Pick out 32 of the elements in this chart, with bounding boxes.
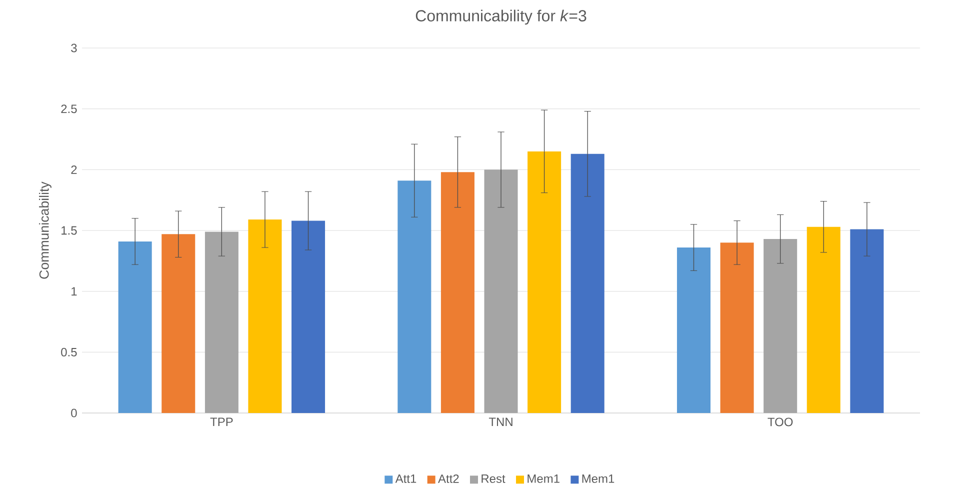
x-tick-label: TPP xyxy=(210,418,233,426)
bar xyxy=(806,226,840,413)
legend-label: Rest xyxy=(482,474,506,483)
bar xyxy=(204,232,238,413)
legend-label: Mem1 xyxy=(528,474,560,483)
legend-label: Att1 xyxy=(395,474,416,483)
bar xyxy=(570,154,604,413)
y-tick-label: 1 xyxy=(72,287,77,296)
bar xyxy=(484,170,518,413)
bar xyxy=(850,229,884,413)
y-tick-label: 2 xyxy=(71,165,77,174)
bar xyxy=(398,180,432,413)
bar xyxy=(118,241,152,413)
legend-label: Att2 xyxy=(438,474,459,483)
y-tick-label: 0.5 xyxy=(61,348,77,356)
y-axis-title: Communicability xyxy=(39,182,52,279)
y-tick-label: 1.5 xyxy=(62,226,77,235)
legend-label: Mem1 xyxy=(582,474,614,483)
x-tick-label: TOO xyxy=(768,418,793,426)
bar xyxy=(440,172,474,413)
bar xyxy=(162,234,196,413)
y-tick-label: 2.5 xyxy=(61,104,77,114)
bar xyxy=(676,248,710,413)
bar xyxy=(528,151,562,413)
bar xyxy=(292,220,326,413)
y-tick-label: 0 xyxy=(71,408,77,418)
x-tick-label: TNN xyxy=(488,418,512,426)
bar xyxy=(720,242,754,413)
bar xyxy=(248,220,282,413)
bar xyxy=(764,239,798,413)
chart-title: Communicability for k=3 xyxy=(416,10,586,25)
y-tick-label: 3 xyxy=(71,44,77,52)
